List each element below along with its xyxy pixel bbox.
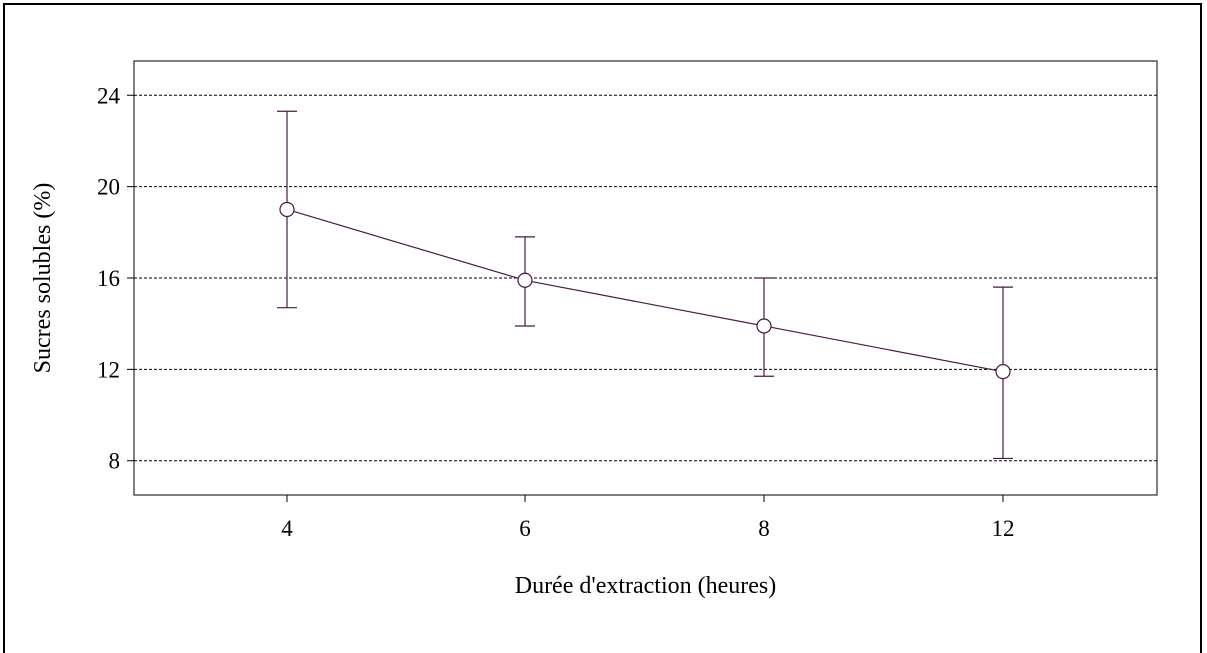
y-tick-label: 24 [97,83,121,108]
data-point [756,318,772,334]
y-tick-label: 12 [97,357,120,382]
grid-lines [134,94,1157,462]
series [277,110,1013,460]
x-tick-label: 4 [281,516,293,541]
y-axis: 8 12 16 20 24 [97,83,134,474]
x-axis: 4 6 8 12 [281,495,1015,541]
y-tick-label: 8 [109,449,121,474]
data-point [995,364,1011,380]
series-line [286,208,1004,373]
x-tick-label: 8 [758,516,770,541]
data-point [279,201,295,218]
x-tick-label: 6 [519,516,531,541]
x-tick-label: 12 [992,516,1015,541]
y-tick-label: 16 [97,266,120,291]
figure-frame [3,3,1202,653]
y-tick-label: 20 [97,175,120,200]
data-point [517,272,533,288]
x-axis-title: Durée d'extraction (heures) [515,573,777,599]
y-axis-title: Sucres solubles (%) [30,183,56,374]
